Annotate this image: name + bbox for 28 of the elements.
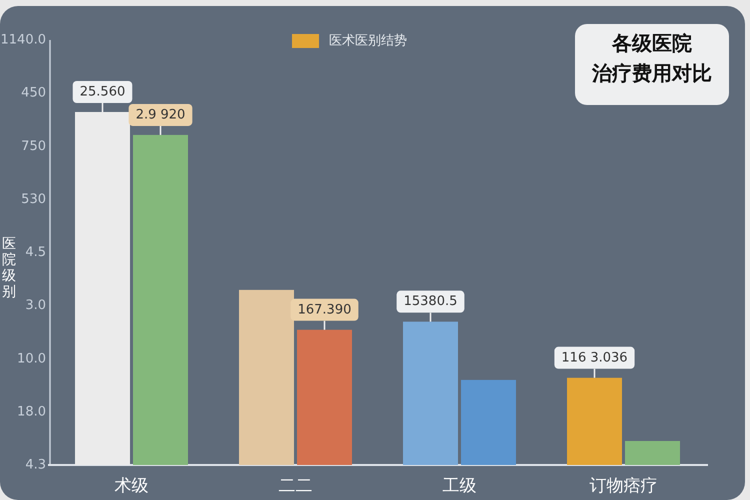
chart-subtitle: 治疗费用对比 <box>591 61 712 85</box>
text: 450 <box>21 86 46 101</box>
text: 3.0 <box>25 298 46 314</box>
annotation: 25.560 <box>80 84 126 100</box>
text: 750 <box>21 138 46 154</box>
text: 1140.0 <box>0 32 46 48</box>
bar <box>461 380 516 465</box>
text: 530 <box>21 192 46 207</box>
annotation: 2.9 920 <box>136 107 186 122</box>
annotation: 116 3.036 <box>561 350 628 366</box>
bar <box>625 440 680 465</box>
text: 10.0 <box>17 351 46 366</box>
y-axis-title: 医院级别 <box>2 236 16 300</box>
bar <box>297 330 352 465</box>
text: 18.0 <box>17 404 46 420</box>
x-tick-label: 二二 <box>278 476 312 496</box>
x-tick-label: 工级 <box>442 476 476 496</box>
bar <box>403 322 458 465</box>
chart-title: 各级医院 <box>611 31 692 55</box>
legend-label: 医术医别结势 <box>329 34 407 48</box>
annotation: 15380.5 <box>404 294 458 310</box>
text: 4.3 <box>25 458 46 472</box>
x-tick-label: 术级 <box>114 476 148 496</box>
bar <box>133 134 188 465</box>
annotation: 167.390 <box>298 302 352 318</box>
text: 4.5 <box>25 245 46 260</box>
bar <box>567 378 622 465</box>
x-tick-label: 订物痞疗 <box>590 476 658 496</box>
